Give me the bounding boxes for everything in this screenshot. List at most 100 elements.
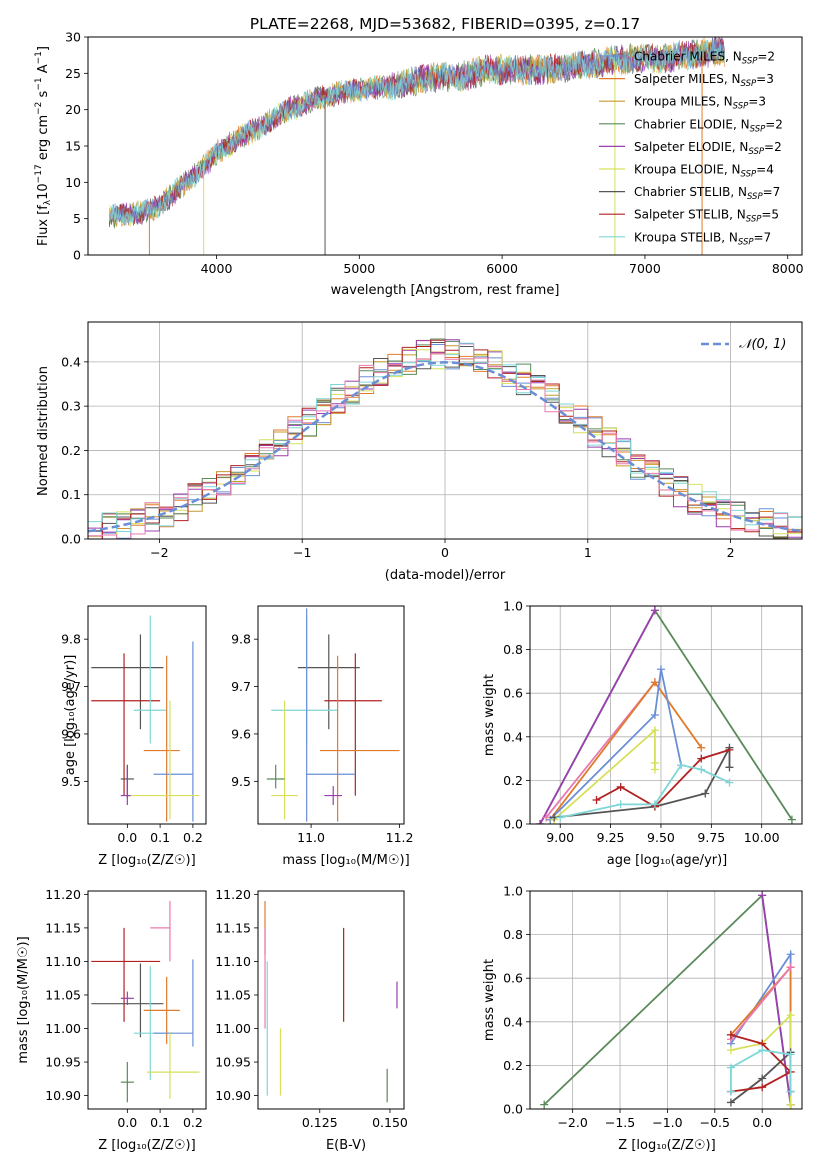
y-tick-label: 10.95 (45, 1055, 81, 1070)
axes-frame (87, 321, 803, 540)
weight-marker (786, 963, 795, 972)
x-tick-label: 1 (584, 545, 592, 560)
x-tick-label: 9.75 (697, 830, 725, 845)
weight-marker (650, 765, 659, 774)
y-tick-label: 9.7 (61, 679, 81, 694)
y-tick-label: 11.10 (215, 954, 251, 969)
y-tick-label: 9.7 (231, 679, 251, 694)
weight-line (539, 609, 656, 824)
x-axis-label: wavelength [Angstrom, rest frame] (331, 283, 560, 298)
weight-marker (650, 726, 659, 735)
errorbar-point (91, 634, 164, 730)
legend-entry: Kroupa ELODIE, NSSP=4 (634, 163, 774, 180)
y-tick-label: 0.2 (503, 1058, 523, 1073)
weight-line (730, 1049, 792, 1092)
y-tick-label: 0.0 (503, 817, 523, 832)
plot-area (266, 608, 400, 822)
errorbar-point (319, 655, 400, 822)
legend: Chabrier MILES, NSSP=2 Salpeter MILES, NS… (599, 50, 783, 247)
weight-marker (786, 1100, 795, 1109)
errorbar-point (324, 786, 343, 806)
chart-spectrum: 4000 5000 6000 7000 8000 0 5 10 15 20 25 30 waveleng… (34, 30, 804, 299)
y-tick-label: 11.20 (45, 887, 81, 902)
x-tick-label: 0.2 (183, 830, 203, 845)
weight-line (730, 966, 792, 1040)
chart-weight_vs_Z: −2.0 −1.5 −1.0 −0.5 0.0 0.0 0.2 0.4 0.6 0.8 1.0 Z [… (482, 884, 803, 1153)
weight-marker (656, 665, 665, 674)
weight-line (761, 895, 792, 1105)
chart-weight_vs_age: 9.00 9.25 9.50 9.75 10.00 0.0 0.2 0.4 0.6 0.8 1.0 a… (482, 599, 803, 868)
y-tick-label: 10.90 (215, 1088, 251, 1103)
weight-marker (786, 1011, 795, 1020)
chart-mass_vs_ebv: 0.125 0.150 10.90 10.95 11.00 11.05 11.10 11.15… (215, 887, 408, 1153)
weight-marker (677, 761, 686, 770)
errorbar-point (324, 653, 382, 796)
x-tick-label: 2 (727, 545, 735, 560)
errorbar-point (306, 608, 356, 822)
x-tick-label: 0.150 (372, 1115, 408, 1130)
x-tick-label: 11.0 (297, 830, 325, 845)
errorbar-point (120, 1062, 134, 1103)
plot-area (540, 891, 795, 1109)
axes-frame (529, 605, 803, 825)
x-axis-label: Z [log₁₀(Z/Z☉)] (618, 1138, 715, 1153)
y-tick-label: 9.8 (61, 632, 81, 647)
weight-line (549, 669, 682, 821)
normal-curve (88, 361, 802, 533)
legend-entry: Chabrier STELIB, NSSP=7 (634, 185, 780, 202)
y-tick-label: 15 (65, 139, 81, 154)
legend-entry: Chabrier ELODIE, NSSP=2 (634, 117, 783, 134)
x-tick-label: 0.2 (183, 1115, 203, 1130)
y-tick-label: 5 (73, 211, 81, 226)
errorbar-point (271, 615, 338, 744)
y-tick-label: 0.2 (61, 443, 81, 458)
y-axis-label: Normed distribution (36, 366, 51, 496)
errorbar-point (133, 615, 167, 744)
x-tick-label: 9.00 (546, 830, 574, 845)
weight-marker (726, 1087, 735, 1096)
x-tick-label: −1.5 (605, 1115, 635, 1130)
x-axis-label: Z [log₁₀(Z/Z☉)] (98, 1138, 195, 1153)
y-tick-label: 11.15 (45, 920, 81, 935)
weight-marker (650, 800, 659, 809)
y-tick-label: 30 (65, 30, 81, 45)
weight-marker (592, 796, 601, 805)
y-axis-label: mass [log₁₀(M/M☉)] (16, 936, 31, 1063)
x-tick-label: 0.1 (150, 1115, 170, 1130)
weight-marker (726, 1046, 735, 1055)
y-tick-label: 9.8 (231, 632, 251, 647)
x-tick-label: 0 (441, 545, 449, 560)
weight-marker (697, 743, 706, 752)
axes-frame (529, 890, 803, 1110)
y-tick-label: 9.5 (61, 774, 81, 789)
axes-frame (87, 890, 207, 1110)
x-axis-label: age [log₁₀(age/yr)] (607, 853, 728, 868)
weight-marker (725, 763, 734, 772)
x-tick-label: 0.125 (302, 1115, 338, 1130)
errorbar-point (147, 1031, 200, 1099)
weight-marker (650, 606, 659, 615)
x-tick-label: 5000 (343, 261, 375, 276)
weight-marker (725, 745, 734, 754)
y-tick-label: 0.4 (503, 729, 523, 744)
weight-marker (701, 789, 710, 798)
errorbar-point (153, 641, 194, 822)
errorbar-point (133, 966, 174, 1081)
x-tick-label: 10.00 (744, 830, 780, 845)
y-tick-label: 10.90 (45, 1088, 81, 1103)
chart-age_vs_mass: 11.0 11.2 9.5 9.6 9.7 9.8 mass [log₁₀(M/M☉)] (231, 605, 413, 868)
y-tick-label: 20 (65, 102, 81, 117)
x-tick-label: −0.5 (700, 1115, 730, 1130)
errorbar-point (143, 976, 180, 1044)
weight-marker (616, 800, 625, 809)
weight-marker (650, 711, 659, 719)
weight-marker (556, 813, 565, 822)
errorbar-point (143, 655, 180, 822)
weight-marker (725, 778, 734, 787)
y-tick-label: 0 (73, 248, 81, 263)
y-tick-label: 11.00 (45, 1021, 81, 1036)
chart-mass_vs_Z: 0.0 0.1 0.2 10.90 10.95 11.00 11.05 11.10 11.15 1… (16, 887, 207, 1153)
axes-frame (257, 605, 405, 825)
x-tick-label: 8000 (772, 261, 804, 276)
legend-entry: Salpeter MILES, NSSP=3 (634, 72, 774, 89)
